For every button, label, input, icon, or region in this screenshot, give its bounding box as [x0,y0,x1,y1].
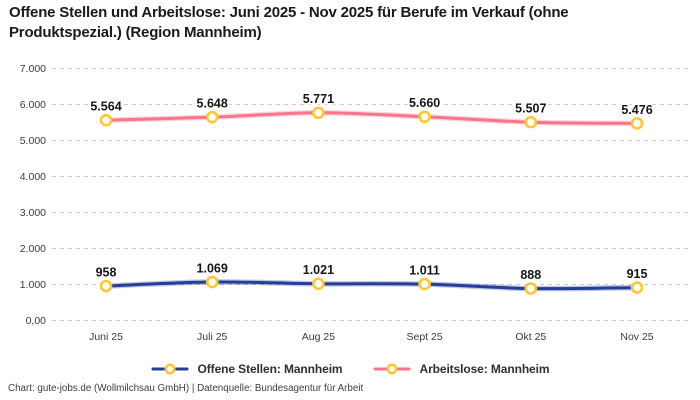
y-tick-label: 4.000 [20,171,46,183]
data-point-marker[interactable] [630,281,644,294]
data-point-marker[interactable] [205,275,219,289]
chart-title-line-2: Produktspezial.) (Region Mannheim) [9,23,262,41]
data-point-label: 1.069 [197,262,228,276]
data-point-marker[interactable] [418,277,431,291]
x-tick-label: Nov 25 [620,331,653,343]
data-point-marker[interactable] [99,113,113,127]
data-point-marker[interactable] [312,277,325,291]
data-point-marker[interactable] [630,117,644,130]
attribution-text: Chart: gute-jobs.de (Wollmilchsau GmbH) … [8,383,364,394]
series-line [104,280,639,291]
data-point-label: 5.507 [515,102,546,116]
y-tick-label: 5.000 [20,135,46,147]
legend-label: Arbeitslose: Mannheim [419,362,550,376]
data-point-label: 5.648 [197,97,228,111]
legend-item-arbeitslose[interactable]: Arbeitslose: Mannheim [373,362,550,376]
x-tick-label: Juni 25 [89,331,123,343]
data-point-marker[interactable] [205,110,219,124]
y-axis-labels: 0,00 1.000 2.000 3.000 4.000 5.000 6.000 7.000 [20,63,46,327]
data-point-label: 888 [520,268,541,282]
y-tick-label: 3.000 [20,207,46,219]
data-point-label: 5.476 [621,103,652,117]
legend-marker [386,363,397,375]
data-point-label: 958 [96,266,117,280]
data-point-label: 5.771 [303,92,334,106]
legend-line-marker-icon [373,363,410,375]
y-tick-label: 7.000 [20,63,46,75]
data-point-label: 1.011 [409,264,440,278]
x-axis-labels: Juni 25 Juli 25 Aug 25 Sept 25 Okt 25 Nov 25 [89,331,654,343]
data-point-marker[interactable] [418,110,431,124]
legend-item-offene-stellen[interactable]: Offene Stellen: Mannheim [151,362,343,376]
x-tick-label: Juli 25 [197,331,228,343]
legend-line-marker-icon [151,363,189,375]
y-tick-label: 0,00 [26,315,47,327]
chart-title-line-1: Offene Stellen und Arbeitslose: Juni 202… [9,4,569,21]
data-point-label: 1.021 [303,263,334,277]
legend-label: Offene Stellen: Mannheim [197,362,343,376]
data-point-label: 915 [627,267,648,281]
x-tick-label: Aug 25 [302,331,335,343]
data-point-label: 5.564 [90,100,121,114]
y-tick-label: 2.000 [20,243,46,255]
data-point-marker[interactable] [312,106,325,120]
x-tick-label: Sept 25 [406,331,442,343]
chart-title: Offene Stellen und Arbeitslose: Juni 202… [9,3,693,43]
series-1: 5.564 5.648 5.771 5.660 5.507 5.476 [89,90,654,130]
chart-legend: Offene Stellen: Mannheim Arbeitslose: Ma… [0,360,700,378]
y-tick-label: 6.000 [20,99,46,111]
series-0: 958 1.069 1.021 1.011 888 915 [94,260,649,295]
y-tick-label: 1.000 [20,279,46,291]
data-point-marker[interactable] [99,279,113,293]
data-point-label: 5.660 [409,96,440,110]
data-point-marker[interactable] [524,282,538,295]
data-point-marker[interactable] [524,115,538,129]
x-tick-label: Okt 25 [515,331,546,343]
legend-marker [164,363,175,375]
series-line [104,111,639,125]
